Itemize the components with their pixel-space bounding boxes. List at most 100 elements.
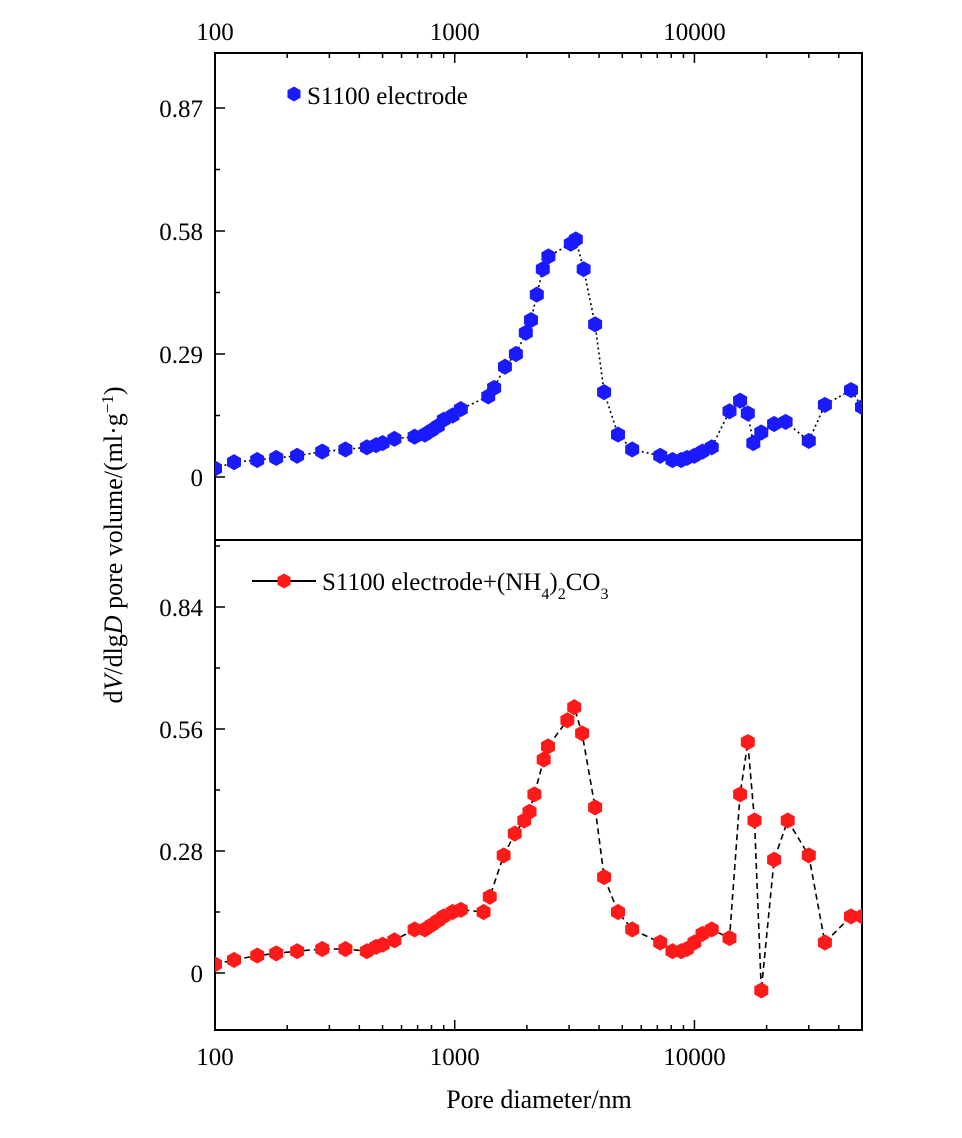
x-tick-label: 100 (196, 19, 234, 46)
data-point (527, 786, 542, 803)
y-tick-label: 0 (191, 961, 204, 988)
data-point (754, 982, 769, 999)
legend-label-top: S1100 electrode (307, 83, 468, 110)
legend-label-bottom: S1100 electrode+(NH4)2CO3 (322, 569, 608, 603)
data-point (518, 324, 533, 341)
legend-marker-top (287, 86, 301, 102)
data-point (576, 261, 591, 278)
data-point (625, 921, 640, 938)
data-point (250, 947, 265, 964)
data-point (215, 956, 222, 973)
data-point (250, 451, 265, 469)
x-tick-label: 1000 (430, 1044, 480, 1071)
data-point (476, 903, 491, 921)
y-tick-label: 0.58 (159, 219, 203, 246)
x-ticks (214, 53, 863, 63)
data-point (508, 345, 523, 363)
data-point (529, 286, 544, 303)
data-point (611, 426, 625, 443)
data-point (747, 812, 762, 829)
data-point (722, 930, 737, 947)
data-point (704, 439, 719, 456)
y-tick-label: 0.87 (159, 96, 203, 123)
data-point (453, 901, 468, 918)
data-point (653, 934, 668, 951)
data-point (338, 940, 353, 958)
data-point (733, 786, 748, 803)
data-point (541, 248, 556, 265)
data-point (522, 803, 537, 820)
legend-bottom: S1100 electrode+(NH4)2CO3 (252, 569, 608, 603)
data-point (780, 812, 795, 829)
data-point (722, 403, 737, 420)
data-point (778, 413, 793, 430)
x-ticks (214, 1020, 863, 1030)
data-point (338, 441, 353, 458)
data-point (290, 447, 305, 464)
y-tick-label: 0.56 (159, 717, 203, 744)
data-point (754, 424, 769, 441)
data-point (817, 396, 832, 413)
panel-bottom: 100 1000 10000 0 0.28 0.56 0.84 (159, 539, 863, 1071)
data-point (740, 734, 755, 751)
data-point (855, 908, 862, 925)
data-point (524, 312, 538, 329)
data-point (568, 231, 583, 248)
series-line (215, 705, 862, 991)
data-point (487, 379, 502, 396)
data-point (496, 847, 511, 864)
data-point (801, 847, 816, 864)
data-point (704, 921, 719, 938)
data-point (269, 449, 284, 466)
y-axis-label: dV/dlgD pore volume/(ml·g−1) (98, 386, 129, 703)
data-point (375, 936, 390, 953)
data-point (387, 430, 402, 447)
y-tick-label: 0 (191, 465, 204, 492)
data-point (625, 441, 640, 458)
data-point (536, 751, 551, 768)
data-point (740, 405, 755, 422)
data-point (215, 460, 222, 477)
data-point (801, 432, 816, 449)
data-point (227, 951, 241, 968)
data-point (588, 316, 603, 333)
plot-frame (214, 539, 863, 1031)
data-point (575, 725, 590, 742)
y-tick-label: 0.29 (159, 342, 203, 369)
data-point (653, 447, 668, 464)
panel-top: 100 1000 10000 0 0.29 0.58 0.87 (159, 19, 863, 541)
data-point (817, 934, 832, 951)
data-point (560, 712, 575, 729)
data-point (387, 932, 402, 949)
data-point (597, 869, 612, 886)
data-point (855, 398, 862, 416)
y-tick-label: 0.84 (159, 595, 203, 622)
data-point (588, 799, 603, 816)
legend-marker-bottom (277, 573, 291, 589)
series-s1100 (215, 231, 862, 477)
data-point (567, 699, 582, 716)
data-point (597, 384, 612, 401)
legend-top: S1100 electrode (287, 83, 468, 110)
x-tick-label: 10000 (663, 19, 726, 46)
x-tick-label: 10000 (663, 1044, 726, 1071)
data-point (315, 940, 330, 958)
x-tick-label: 100 (196, 1044, 234, 1071)
series-s1100-nh4 (215, 699, 862, 999)
data-point (541, 738, 555, 755)
data-point (498, 358, 512, 375)
y-tick-label: 0.28 (159, 839, 203, 866)
data-point (733, 392, 748, 409)
data-point (375, 435, 390, 452)
data-point (611, 903, 625, 921)
data-point (269, 945, 284, 962)
data-point (315, 443, 330, 460)
data-point (844, 382, 858, 399)
x-axis-label: Pore diameter/nm (446, 1085, 632, 1114)
data-point (227, 454, 241, 471)
data-point (535, 261, 550, 278)
data-point (453, 401, 468, 418)
data-point (290, 943, 305, 960)
data-point (482, 888, 497, 905)
